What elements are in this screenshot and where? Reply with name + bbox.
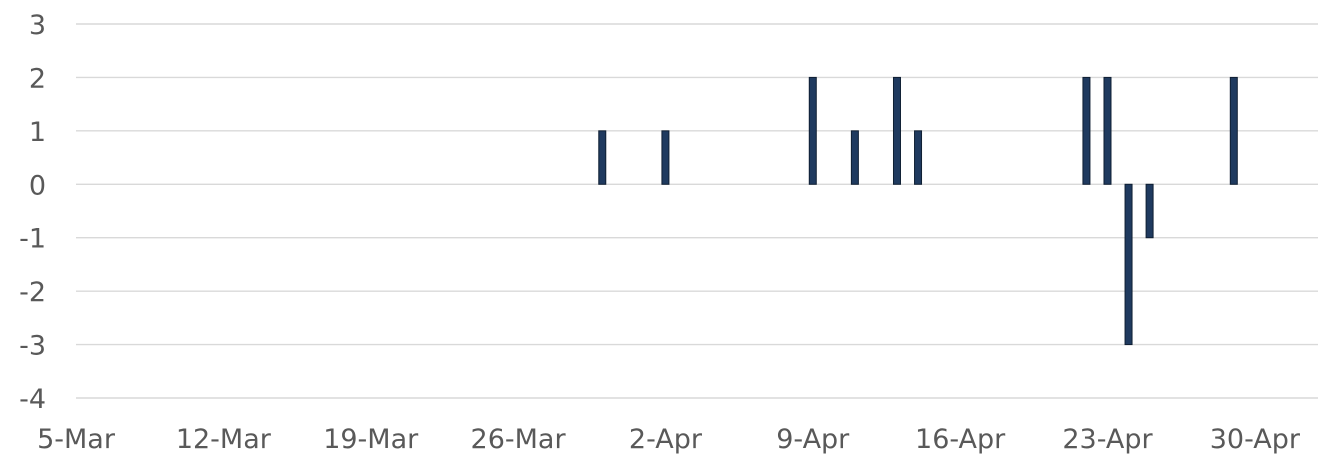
x-tick-label: 26-Mar — [471, 424, 567, 455]
y-tick-label: -3 — [19, 331, 46, 362]
y-tick-label: 3 — [29, 10, 46, 41]
y-tick-label: -1 — [19, 224, 46, 255]
y-tick-label: -4 — [19, 384, 46, 415]
x-tick-label: 30-Apr — [1210, 424, 1301, 455]
bar-2024-04-29 — [1229, 76, 1238, 185]
x-tick-label: 12-Mar — [176, 424, 272, 455]
bar-2024-04-22 — [1082, 76, 1091, 185]
x-tick-label: 23-Apr — [1062, 424, 1153, 455]
bar-2024-04-24 — [1124, 183, 1133, 346]
y-tick-label: -2 — [19, 277, 46, 308]
y-tick-label: 0 — [29, 170, 46, 201]
bar-2024-04-14 — [914, 130, 923, 185]
bar-2024-04-02 — [661, 130, 670, 185]
bars — [598, 76, 1238, 346]
bar-2024-04-25 — [1145, 183, 1154, 239]
x-tick-label: 5-Mar — [37, 424, 116, 455]
y-tick-label: 2 — [29, 63, 46, 94]
y-tick-label: 1 — [29, 117, 46, 148]
bar-2024-04-09 — [808, 76, 817, 185]
gridlines — [76, 23, 1318, 399]
bar-2024-04-11 — [850, 130, 859, 185]
x-tick-label: 2-Apr — [629, 424, 703, 455]
y-axis-tick-labels: 3 2 1 0 -1 -2 -3 -4 — [19, 10, 46, 415]
bar-2024-03-30 — [598, 130, 607, 185]
x-axis-tick-labels: 5-Mar 12-Mar 19-Mar 26-Mar 2-Apr 9-Apr 16-Apr 2… — [37, 424, 1301, 455]
bar-2024-04-23 — [1103, 76, 1112, 185]
x-tick-label: 16-Apr — [915, 424, 1006, 455]
x-tick-label: 19-Mar — [323, 424, 419, 455]
bar-2024-04-13 — [892, 76, 901, 185]
x-tick-label: 9-Apr — [776, 424, 850, 455]
